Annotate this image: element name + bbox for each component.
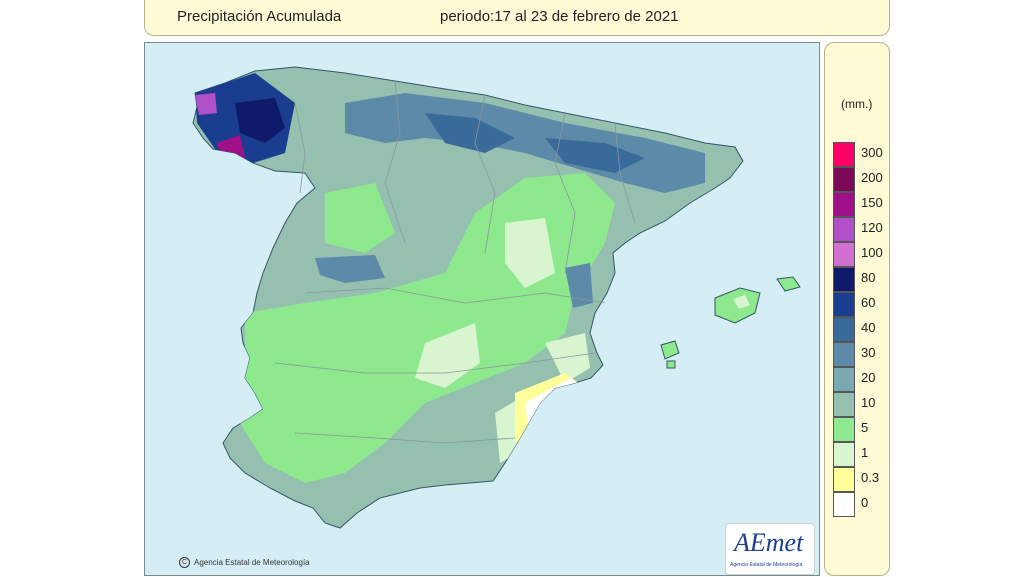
aemet-logo: AEmet Agencia Estatal de Meteorología [725,523,815,575]
legend-swatch [833,242,855,267]
legend-swatch [833,492,855,517]
legend-panel: (mm.) 300 200 150 120 100 80 60 40 30 20 10 5 1 0.3 0 [824,42,890,576]
legend-label: 20 [861,370,876,385]
region-borders [274,80,636,444]
legend-label: 30 [861,345,876,360]
legend-swatch [833,292,855,317]
legend-swatch [833,142,855,167]
legend-item: 80 [833,267,889,292]
legend-label: 150 [861,195,883,210]
legend-item: 150 [833,192,889,217]
legend-label: 1 [861,445,869,460]
formentera [666,360,676,369]
legend-label: 40 [861,320,876,335]
legend-swatch [833,217,855,242]
legend-swatch [833,367,855,392]
map-title: Precipitación Acumulada [177,8,342,25]
map-header: Precipitación Acumulada periodo:17 al 23… [144,0,890,36]
legend-label: 60 [861,295,876,310]
legend-swatch [833,442,855,467]
copyright-text: Agencia Estatal de Meteorología [194,558,310,567]
precipitation-map [192,66,801,529]
legend-label: 80 [861,270,876,285]
legend-label: 100 [861,245,883,260]
menorca [776,276,801,292]
legend-label: 0.3 [861,470,880,485]
ibiza [660,340,680,360]
copyright-icon: C [179,557,190,568]
legend-label: 0 [861,495,869,510]
legend-item: 30 [833,342,889,367]
legend-swatch [833,167,855,192]
legend-item: 1 [833,442,889,467]
legend-item: 0 [833,492,889,517]
legend-item: 100 [833,242,889,267]
legend-item: 20 [833,367,889,392]
legend-item: 5 [833,417,889,442]
logo-subtitle: Agencia Estatal de Meteorología [730,562,803,568]
legend-item: 0.3 [833,467,889,492]
legend-item: 40 [833,317,889,342]
legend-item: 120 [833,217,889,242]
legend-swatch [833,417,855,442]
legend-item: 60 [833,292,889,317]
legend-swatch [833,317,855,342]
legend-label: 300 [861,145,883,160]
map-panel: C Agencia Estatal de Meteorología AEmet … [144,42,820,576]
copyright-notice: C Agencia Estatal de Meteorología [179,557,310,568]
legend-swatch [833,192,855,217]
legend-label: 120 [861,220,883,235]
legend-label: 10 [861,395,876,410]
legend-swatch [833,342,855,367]
legend-swatch [833,467,855,492]
legend-item: 200 [833,167,889,192]
legend-swatch [833,267,855,292]
legend-label: 5 [861,420,869,435]
legend-item: 300 [833,142,889,167]
legend-unit: (mm.) [841,97,873,111]
legend-label: 200 [861,170,883,185]
logo-text: AEmet [734,528,804,557]
legend-item: 10 [833,392,889,417]
legend-swatch [833,392,855,417]
period-text: periodo:17 al 23 de febrero de 2021 [440,8,679,25]
